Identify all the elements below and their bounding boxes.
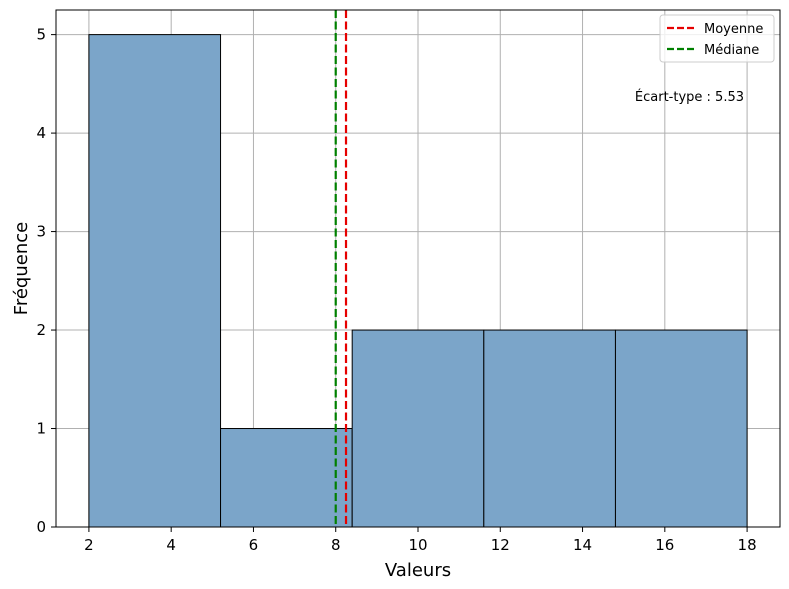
x-axis-title: Valeurs bbox=[385, 560, 451, 581]
histogram-bar-1 bbox=[88, 34, 222, 528]
y-tick-label: 4 bbox=[36, 124, 46, 142]
legend-box bbox=[659, 14, 775, 63]
x-tick-label: 12 bbox=[491, 536, 510, 554]
x-tick-label: 14 bbox=[573, 536, 592, 554]
std-dev-annotation: Écart-type : 5.53 bbox=[635, 89, 744, 105]
x-tick-label: 10 bbox=[408, 536, 427, 554]
legend-label-1: Moyenne bbox=[704, 22, 763, 37]
x-tick-label: 2 bbox=[84, 536, 94, 554]
histogram-bar-5 bbox=[614, 329, 748, 528]
x-tick-label: 18 bbox=[738, 536, 757, 554]
y-tick-label: 1 bbox=[36, 420, 46, 438]
y-tick-label: 2 bbox=[36, 321, 46, 339]
x-tick-label: 16 bbox=[655, 536, 674, 554]
histogram-bar-3 bbox=[351, 329, 485, 528]
histogram-bar-2 bbox=[220, 428, 353, 528]
x-tick-label: 6 bbox=[249, 536, 259, 554]
y-tick-label: 0 bbox=[36, 518, 46, 536]
legend: Moyenne Médiane bbox=[659, 14, 775, 63]
x-tick-label: 4 bbox=[166, 536, 176, 554]
y-tick-label: 5 bbox=[36, 26, 46, 44]
reference-lines bbox=[334, 10, 348, 527]
legend-label-2: Médiane bbox=[704, 43, 759, 58]
histogram-bar-4 bbox=[483, 329, 616, 528]
y-tick-label: 3 bbox=[36, 223, 46, 241]
y-axis-title: Fréquence bbox=[11, 222, 32, 315]
histogram-bars bbox=[88, 34, 748, 528]
x-tick-label: 8 bbox=[331, 536, 341, 554]
